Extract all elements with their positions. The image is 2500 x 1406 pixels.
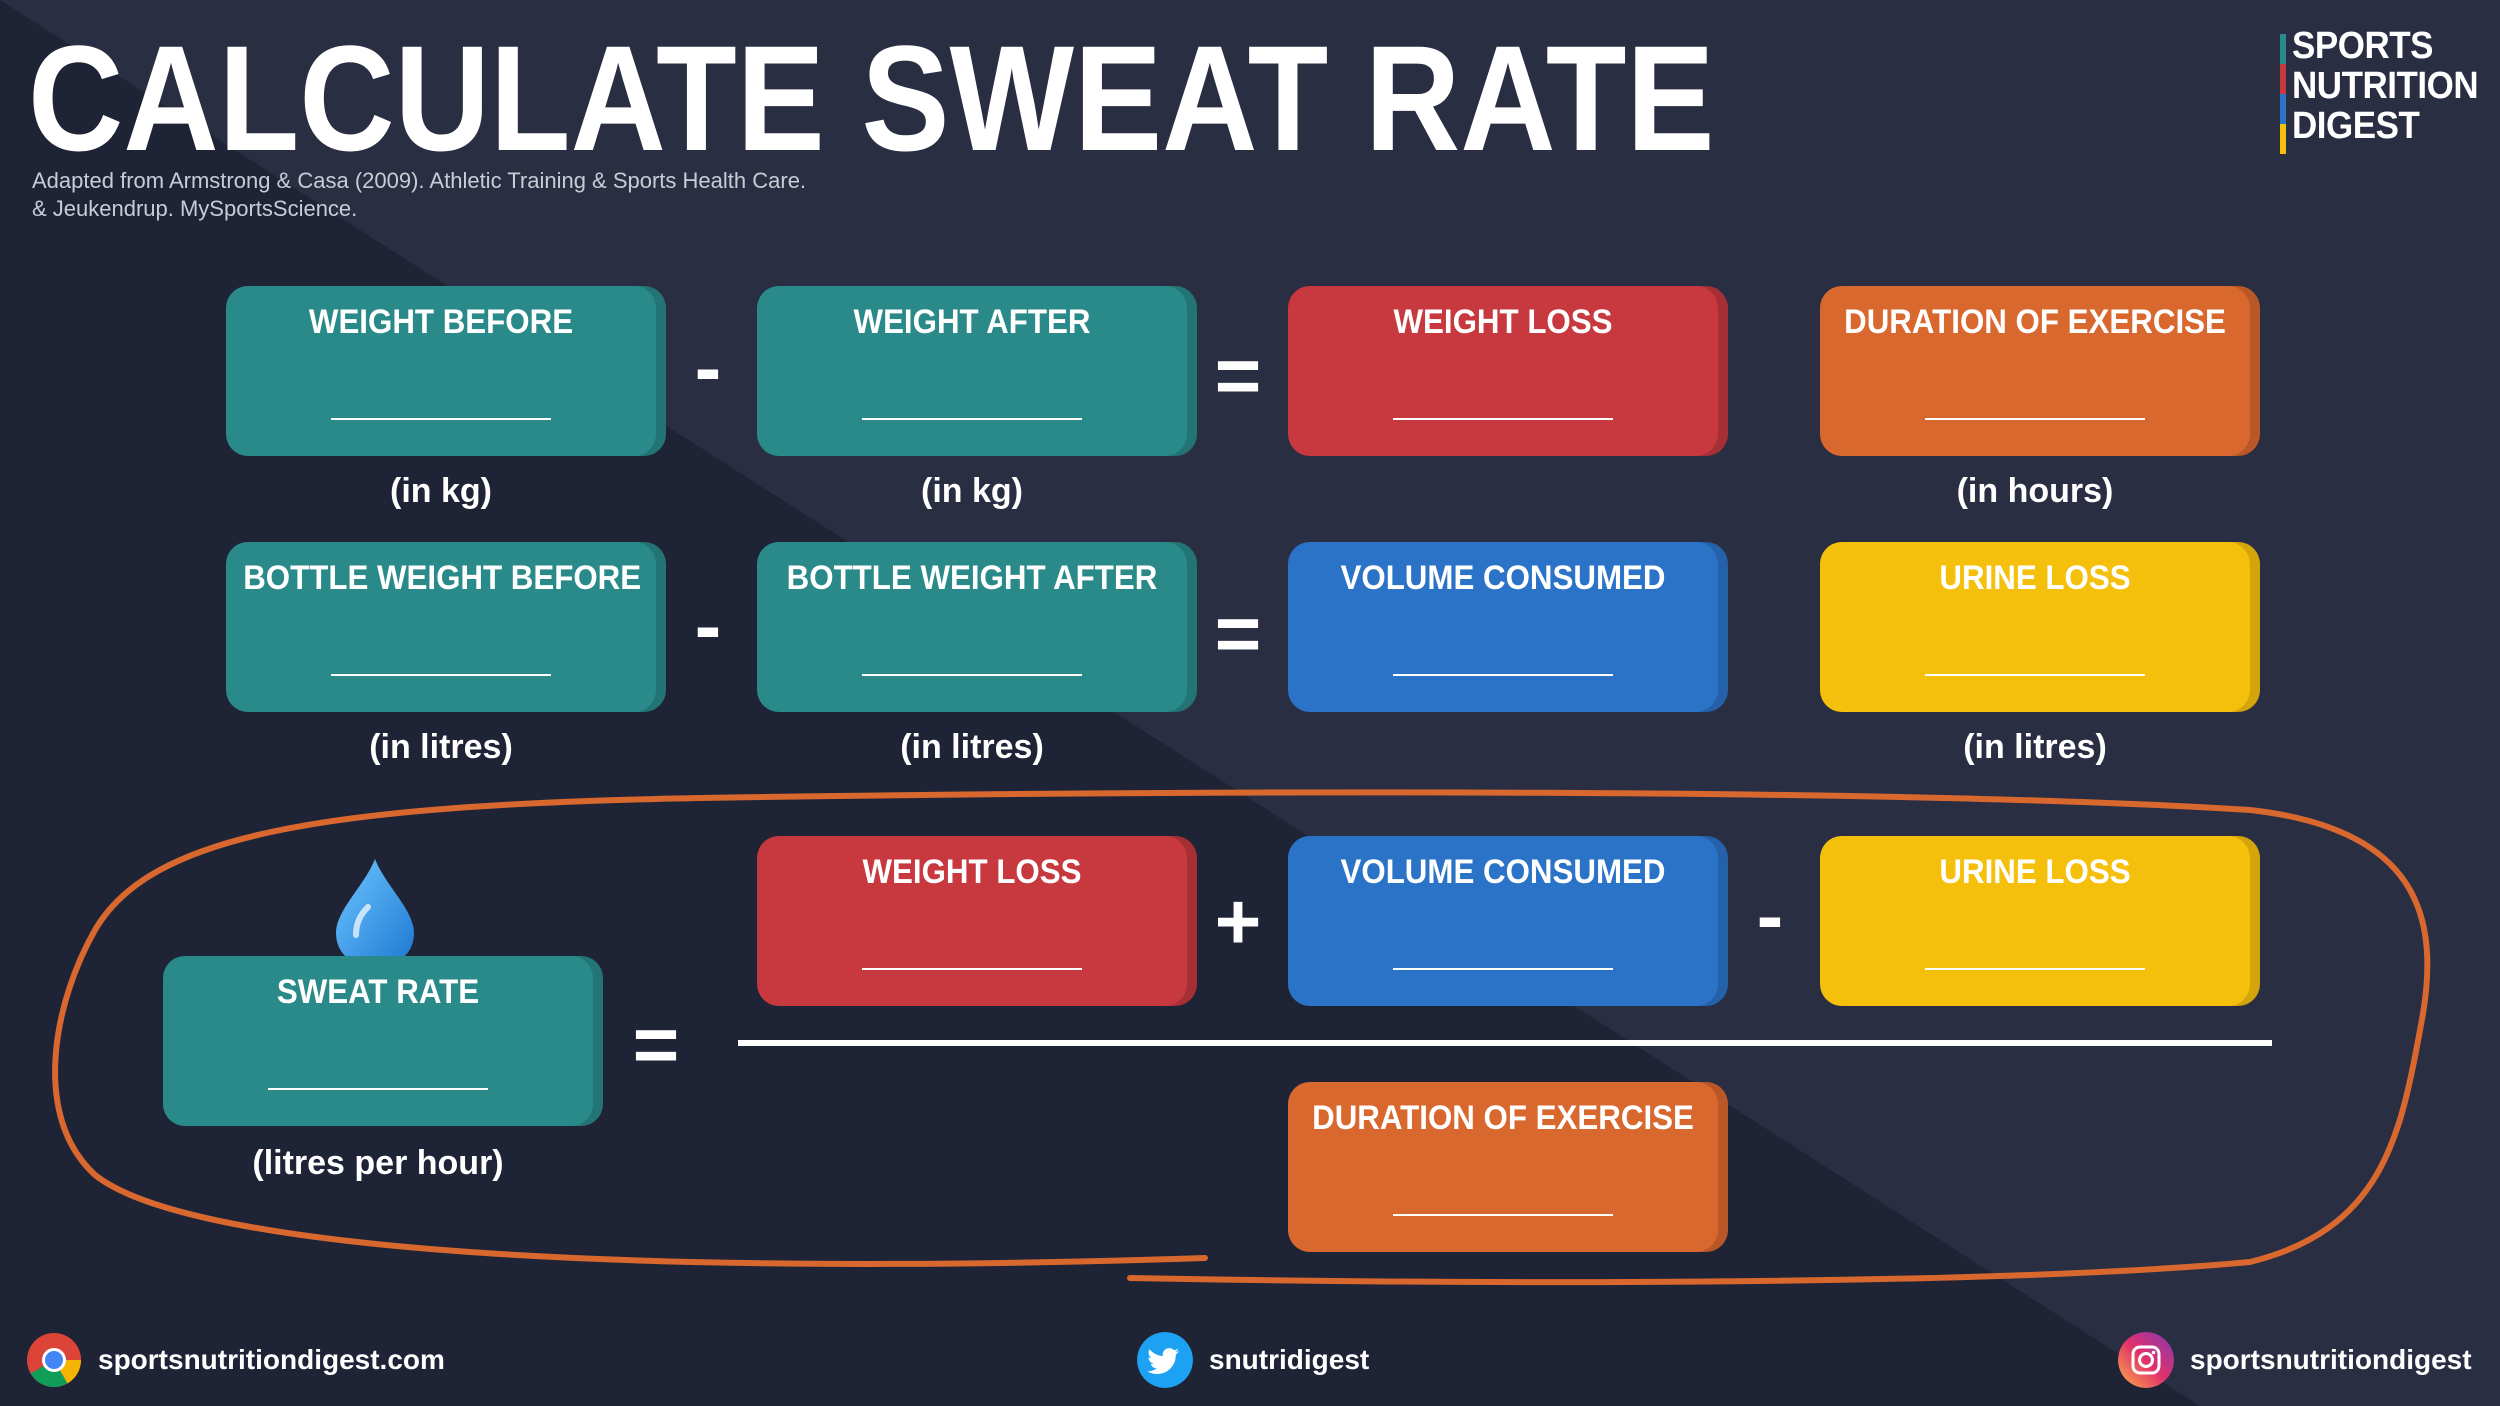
unit-label: (in kg): [390, 472, 492, 510]
logo-line-3: DIGEST: [2292, 105, 2420, 147]
chrome-icon: [27, 1333, 82, 1388]
footer-twitter[interactable]: snutridigest: [1137, 1332, 1369, 1388]
blank-line: [1393, 1214, 1613, 1216]
duration-box: DURATION OF EXERCISE: [1820, 286, 2250, 456]
blank-line: [331, 418, 551, 420]
equals-operator: =: [632, 1000, 680, 1089]
twitter-handle[interactable]: snutridigest: [1209, 1344, 1370, 1375]
twitter-icon: [1137, 1332, 1193, 1388]
sweat-rate-box: SWEAT RATE: [163, 956, 593, 1126]
formula-duration-box: DURATION OF EXERCISE: [1288, 1082, 1718, 1252]
blank-line: [1925, 968, 2145, 970]
formula-urine-loss-label: URINE LOSS: [1939, 853, 2131, 891]
minus-operator: -: [694, 323, 722, 412]
plus-operator: +: [1214, 877, 1262, 966]
blank-line: [331, 674, 551, 676]
unit-label: (in hours): [1956, 472, 2114, 510]
urine-loss-box: URINE LOSS: [1820, 542, 2250, 712]
blank-line: [1393, 418, 1613, 420]
sweat-rate-unit: (litres per hour): [252, 1144, 504, 1182]
blank-line: [1925, 674, 2145, 676]
equals-operator: =: [1214, 331, 1262, 420]
source-line-2: & Jeukendrup. MySportsScience.: [32, 196, 358, 221]
formula-volume-consumed-label: VOLUME CONSUMED: [1340, 853, 1666, 891]
blank-line: [268, 1088, 488, 1090]
urine-loss-label: URINE LOSS: [1939, 559, 2131, 597]
source-line-1: Adapted from Armstrong & Casa (2009). At…: [32, 168, 807, 193]
formula-volume-consumed-box: VOLUME CONSUMED: [1288, 836, 1718, 1006]
instagram-handle[interactable]: sportsnutritiondigest: [2190, 1344, 2472, 1375]
sweat-rate-label: SWEAT RATE: [276, 973, 480, 1011]
blank-line: [1393, 968, 1613, 970]
minus-operator: -: [694, 581, 722, 670]
logo-line-2: NUTRITION: [2292, 65, 2479, 107]
unit-label: (in kg): [921, 472, 1023, 510]
blank-line: [1393, 674, 1613, 676]
minus-operator: -: [1756, 871, 1784, 960]
bottle-weight-after-box: BOTTLE WEIGHT AFTER: [757, 542, 1187, 712]
weight-loss-box: WEIGHT LOSS: [1288, 286, 1718, 456]
logo-line-1: SPORTS: [2292, 25, 2433, 67]
weight-before-label: WEIGHT BEFORE: [308, 303, 574, 341]
blank-line: [862, 674, 1082, 676]
formula-urine-loss-box: URINE LOSS: [1820, 836, 2250, 1006]
formula-weight-loss-box: WEIGHT LOSS: [757, 836, 1187, 1006]
bottle-weight-after-label: BOTTLE WEIGHT AFTER: [786, 559, 1158, 597]
unit-label: (in litres): [369, 728, 513, 766]
footer-website[interactable]: sportsnutritiondigest.com: [26, 1332, 445, 1388]
weight-after-label: WEIGHT AFTER: [853, 303, 1091, 341]
equals-operator: =: [1214, 589, 1262, 678]
page-title: CALCULATE SWEAT RATE: [28, 14, 1715, 182]
unit-label: (in litres): [900, 728, 1044, 766]
unit-label: (in litres): [1963, 728, 2107, 766]
duration-label: DURATION OF EXERCISE: [1844, 303, 2226, 341]
bottle-weight-before-label: BOTTLE WEIGHT BEFORE: [243, 559, 642, 597]
formula-weight-loss-label: WEIGHT LOSS: [862, 853, 1082, 891]
instagram-icon: [2118, 1332, 2174, 1388]
formula-duration-label: DURATION OF EXERCISE: [1312, 1099, 1694, 1137]
brand-logo: SPORTS NUTRITION DIGEST: [2280, 25, 2482, 154]
blank-line: [862, 968, 1082, 970]
weight-after-box: WEIGHT AFTER: [757, 286, 1187, 456]
weight-loss-label: WEIGHT LOSS: [1393, 303, 1613, 341]
blank-line: [862, 418, 1082, 420]
volume-consumed-box: VOLUME CONSUMED: [1288, 542, 1718, 712]
blank-line: [1925, 418, 2145, 420]
volume-consumed-label: VOLUME CONSUMED: [1340, 559, 1666, 597]
logo-color-bars: [2280, 34, 2286, 154]
website-link[interactable]: sportsnutritiondigest.com: [98, 1344, 445, 1375]
bottle-weight-before-box: BOTTLE WEIGHT BEFORE: [226, 542, 656, 712]
weight-before-box: WEIGHT BEFORE: [226, 286, 656, 456]
water-drop-icon: [336, 859, 414, 967]
footer-instagram[interactable]: sportsnutritiondigest: [2118, 1332, 2472, 1388]
fraction-bar: [738, 1040, 2272, 1046]
